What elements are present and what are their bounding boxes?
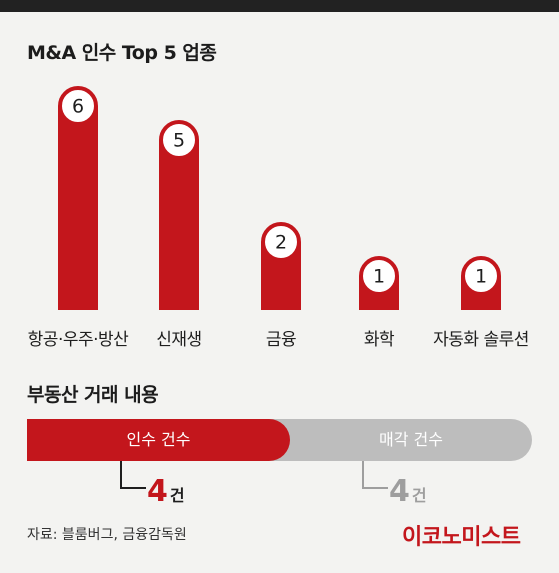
category-label-3: 금융 — [266, 330, 296, 350]
brand-logo: 이코노미스트 — [402, 525, 521, 550]
sale-count-unit: 건 — [411, 486, 427, 505]
sale-connector — [362, 461, 388, 489]
sale-label: 매각 건수 — [379, 430, 443, 449]
bar-value-label-2: 5 — [173, 130, 185, 152]
bar-1 — [58, 106, 98, 310]
bar-value-marker-4 — [359, 256, 399, 296]
bar-value-label-5: 1 — [475, 266, 487, 288]
real-estate-title: 부동산 거래 내용 — [27, 384, 159, 406]
acquisition-bar — [27, 419, 290, 461]
bar-chart: 6 항공·우주·방산 5 신재생 2 금융 1 화학 1 자동화 솔루션 — [28, 86, 529, 350]
chart-title: M&A 인수 Top 5 업종 — [27, 42, 217, 64]
bar-value-label-3: 2 — [275, 232, 287, 254]
category-label-5: 자동화 솔루션 — [433, 330, 529, 350]
bar-value-marker-2 — [159, 120, 199, 160]
sale-count-value: 4 — [389, 474, 410, 509]
top-bar — [0, 0, 559, 12]
acquisition-count-unit: 건 — [169, 486, 185, 505]
acquisition-count-value: 4 — [147, 474, 168, 509]
acquisition-connector — [120, 461, 146, 489]
bar-2 — [159, 140, 199, 310]
bar-value-marker-1 — [58, 86, 98, 126]
bar-value-label-1: 6 — [72, 96, 84, 118]
category-label-4: 화학 — [364, 330, 395, 350]
bar-value-marker-3 — [261, 222, 301, 262]
category-label-2: 신재생 — [156, 330, 201, 350]
bar-value-marker-5 — [461, 256, 501, 296]
category-label-1: 항공·우주·방산 — [28, 330, 130, 350]
source-note: 자료: 블룸버그, 금융감독원 — [27, 527, 187, 543]
bar-value-label-4: 1 — [373, 266, 385, 288]
acquisition-label: 인수 건수 — [126, 430, 191, 449]
